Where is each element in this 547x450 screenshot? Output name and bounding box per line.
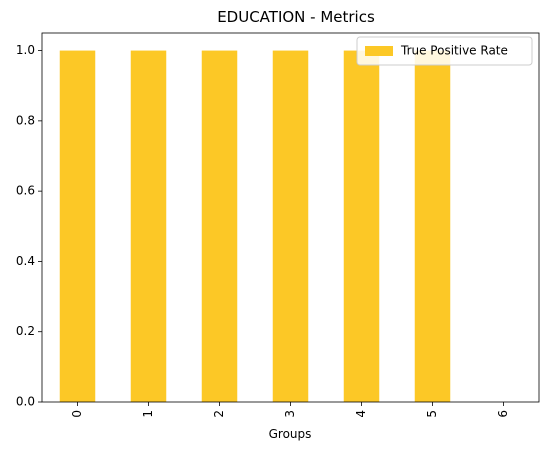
legend-swatch [365,46,393,56]
y-tick-label-0.8: 0.8 [16,113,35,127]
x-tick-label-0: 0 [70,410,84,418]
y-tick-label-0.2: 0.2 [16,324,35,338]
x-tick-label-1: 1 [141,410,155,418]
plot-frame [41,32,540,403]
bar-3 [272,50,309,402]
y-tick-label-0.6: 0.6 [16,184,35,198]
y-tick-label-0.0: 0.0 [16,395,35,409]
bar-2 [201,50,238,402]
y-tick-label-0.4: 0.4 [16,254,35,268]
bar-0 [59,50,96,402]
x-tick-label-5: 5 [425,410,439,418]
x-tick-label-3: 3 [283,410,297,418]
bar-5 [414,50,451,402]
x-tick-label-4: 4 [354,410,368,418]
bar-4 [343,50,380,402]
x-tick-label-6: 6 [496,410,510,418]
bar-1 [130,50,167,402]
plot-area: 0 1 2 3 4 5 6 0.0 0.2 0.4 0.6 0.8 1.0 True Positive R… [16,32,540,418]
legend-box [356,36,533,66]
x-tick-label-2: 2 [212,410,226,418]
x-axis-label: Groups [269,427,312,441]
legend-label: True Positive Rate [400,44,508,58]
y-tick-label-1.0: 1.0 [16,43,35,57]
chart-title: EDUCATION - Metrics [217,8,375,26]
